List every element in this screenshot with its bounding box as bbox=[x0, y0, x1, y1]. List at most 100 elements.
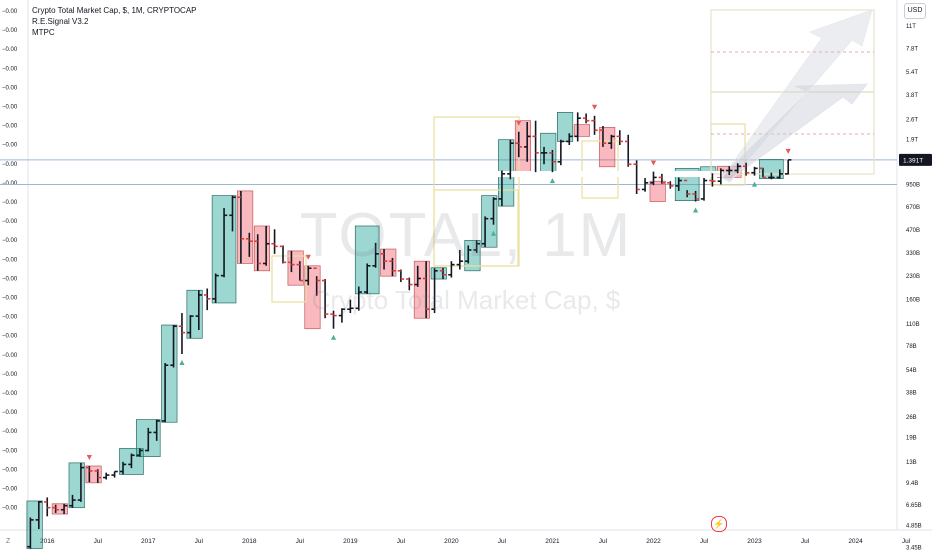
left-axis-label: −0.00 bbox=[2, 181, 18, 187]
time-tick-label: Jul bbox=[700, 538, 709, 545]
time-tick-label: Jul bbox=[397, 538, 406, 545]
price-tick-label: 7.8T bbox=[906, 46, 918, 52]
projection-box bbox=[271, 255, 307, 303]
bearish-range-box bbox=[237, 190, 254, 264]
sell-signal-marker bbox=[650, 160, 657, 166]
legend-title[interactable]: Crypto Total Market Cap, $, 1M, CRYPTOCA… bbox=[32, 6, 197, 15]
time-tick-label: Jul bbox=[801, 538, 810, 545]
legend-indicator-mtpc[interactable]: MTPC bbox=[32, 28, 55, 37]
left-axis-label: −0.00 bbox=[2, 9, 18, 15]
left-axis-label: −0.00 bbox=[2, 448, 18, 454]
left-axis-label: −0.00 bbox=[2, 105, 18, 111]
bearish-range-box bbox=[514, 120, 532, 173]
bearish-range-box bbox=[304, 265, 321, 330]
bearish-range-box bbox=[85, 465, 102, 484]
time-tick-label: 2019 bbox=[343, 538, 358, 545]
chart-legend: Crypto Total Market Cap, $, 1M, CRYPTOCA… bbox=[32, 5, 197, 38]
left-axis-label: −0.00 bbox=[2, 372, 18, 378]
time-tick-label: Jul bbox=[902, 538, 911, 545]
time-tick-label: 2024 bbox=[848, 538, 863, 545]
buy-signal-marker bbox=[549, 178, 556, 184]
price-tick-label: 19B bbox=[906, 435, 917, 441]
left-axis-label: −0.00 bbox=[2, 506, 18, 512]
price-tick-label: 470B bbox=[906, 228, 920, 234]
price-tick-label: 5.4T bbox=[906, 70, 918, 76]
time-tick-label: Jul bbox=[498, 538, 507, 545]
forecast-arrow bbox=[721, 83, 868, 182]
left-axis-label: −0.00 bbox=[2, 219, 18, 225]
bearish-range-box bbox=[573, 124, 590, 137]
sell-signal-marker bbox=[516, 120, 522, 126]
last-price-label: 1.391T bbox=[903, 157, 923, 164]
time-tick-label: 2018 bbox=[242, 538, 257, 545]
bullish-range-box bbox=[26, 500, 43, 549]
time-tick-label: Jul bbox=[94, 538, 103, 545]
left-axis-label: −0.00 bbox=[2, 257, 18, 263]
bearish-range-box bbox=[51, 503, 68, 515]
time-tick-label: 2023 bbox=[747, 538, 762, 545]
buy-signal-marker bbox=[692, 207, 699, 213]
time-tick-label: 2021 bbox=[545, 538, 560, 545]
price-tick-label: 11T bbox=[906, 24, 916, 30]
bullish-range-box bbox=[481, 195, 498, 248]
left-axis-label: −0.00 bbox=[2, 124, 18, 130]
left-axis-label: −0.00 bbox=[2, 315, 18, 321]
price-tick-label: 13B bbox=[906, 460, 917, 466]
projection-box bbox=[581, 140, 619, 199]
time-tick-label: 2020 bbox=[444, 538, 459, 545]
buy-signal-marker bbox=[330, 334, 337, 340]
price-tick-label: 3.45B bbox=[906, 546, 922, 550]
left-axis-label: −0.00 bbox=[2, 391, 18, 397]
price-tick-label: 110B bbox=[906, 322, 920, 328]
price-tick-label: 230B bbox=[906, 274, 920, 280]
price-tick-label: 78B bbox=[906, 344, 917, 350]
time-tick-label: 2022 bbox=[646, 538, 661, 545]
time-tick-label: Jul bbox=[599, 538, 608, 545]
price-tick-label: 9.4B bbox=[906, 481, 918, 487]
last-price-badge bbox=[899, 153, 932, 166]
left-axis-label: −0.00 bbox=[2, 296, 18, 302]
time-tick-label: Jul bbox=[195, 538, 204, 545]
left-axis-label: −0.00 bbox=[2, 487, 18, 493]
price-tick-label: 3.8T bbox=[906, 93, 918, 99]
projection-band bbox=[497, 171, 723, 177]
bullish-range-box bbox=[186, 289, 203, 339]
bullish-range-box bbox=[161, 324, 178, 423]
price-tick-label: 1.9T bbox=[906, 138, 918, 144]
price-tick-label: 26B bbox=[906, 415, 917, 421]
left-axis-label: −0.00 bbox=[2, 410, 18, 416]
bearish-range-box bbox=[253, 225, 271, 272]
price-tick-label: 950B bbox=[906, 183, 920, 189]
left-axis-label: −0.00 bbox=[2, 429, 18, 435]
currency-button[interactable]: USD bbox=[904, 3, 926, 19]
price-tick-label: 2.6T bbox=[906, 117, 918, 123]
buy-signal-marker bbox=[179, 359, 185, 365]
time-tick-label: Jul bbox=[296, 538, 305, 545]
sell-signal-marker bbox=[785, 148, 791, 154]
price-tick-label: 38B bbox=[906, 391, 917, 397]
sell-signal-marker bbox=[591, 104, 598, 110]
left-axis-label: −0.00 bbox=[2, 85, 18, 91]
time-tick-label: 2017 bbox=[141, 538, 156, 545]
forecast-arrow bbox=[721, 9, 873, 183]
timezone-button[interactable]: Z bbox=[6, 538, 11, 545]
bullish-range-box bbox=[430, 267, 447, 280]
left-axis-label: −0.00 bbox=[2, 200, 18, 206]
left-axis-label: −0.00 bbox=[2, 334, 18, 340]
price-tick-label: 4.85B bbox=[906, 524, 922, 530]
sell-signal-marker bbox=[305, 254, 311, 260]
price-tick-label: 6.65B bbox=[906, 503, 922, 509]
left-axis-label: −0.00 bbox=[2, 238, 18, 244]
time-tick-label: 2016 bbox=[40, 538, 55, 545]
tradingview-logo-icon[interactable]: ⚡ bbox=[711, 516, 727, 532]
sell-signal-marker bbox=[86, 454, 92, 460]
left-axis-label: −0.00 bbox=[2, 28, 18, 34]
left-axis-label: −0.00 bbox=[2, 353, 18, 359]
legend-indicator-re-signal[interactable]: R.E.Signal V3.2 bbox=[32, 17, 89, 26]
projection-box bbox=[433, 189, 519, 267]
left-axis-label: −0.00 bbox=[2, 162, 18, 168]
price-tick-label: 160B bbox=[906, 298, 920, 304]
bearish-range-box bbox=[649, 180, 666, 202]
